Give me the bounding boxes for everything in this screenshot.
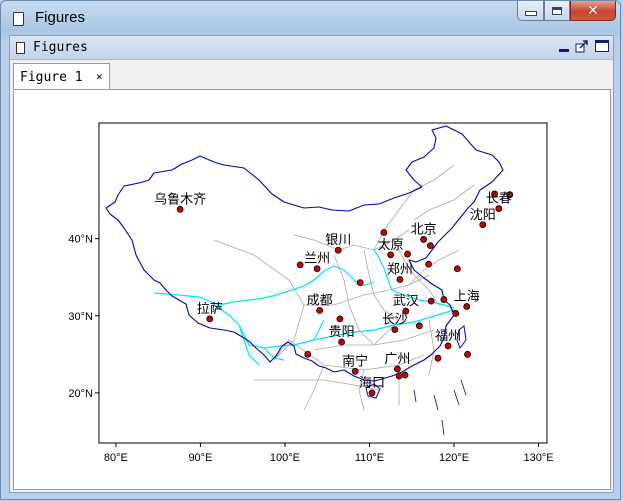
city-marker	[401, 371, 409, 379]
city-marker	[206, 315, 214, 323]
city-label: 拉萨	[197, 302, 223, 317]
window-controls: ✕	[517, 1, 616, 23]
window-title: Figures	[35, 9, 86, 26]
city-marker	[434, 354, 442, 362]
city-label: 兰州	[304, 252, 330, 267]
city-marker	[479, 221, 487, 229]
document-title: Figures	[33, 40, 88, 55]
city-marker	[420, 236, 427, 243]
minimize-button[interactable]	[517, 1, 544, 21]
city-marker	[316, 306, 324, 314]
city-label: 海口	[359, 376, 385, 391]
y-tick-label: 40°N	[68, 234, 93, 246]
city-marker	[404, 250, 411, 258]
city-label: 上海	[454, 290, 480, 305]
city-marker	[391, 326, 399, 334]
city-label: 郑州	[387, 263, 413, 278]
x-axis-ticks: 80°E 90°E 100°E 110°E 120°E 130°E	[104, 443, 554, 464]
x-tick-label: 90°E	[188, 452, 212, 464]
city-marker	[427, 297, 435, 305]
city-label: 南宁	[342, 353, 368, 369]
city-marker	[506, 191, 514, 199]
tab-close-icon[interactable]: ×	[96, 70, 103, 83]
doc-maximize-button[interactable]	[595, 40, 609, 52]
city-marker	[395, 372, 403, 380]
city-marker	[368, 389, 376, 397]
undock-icon[interactable]	[575, 39, 589, 53]
city-marker	[356, 279, 364, 287]
minimize-icon	[524, 11, 537, 16]
city-marker	[453, 265, 461, 273]
document-icon	[13, 12, 24, 26]
city-marker	[425, 260, 433, 268]
city-marker	[351, 367, 359, 375]
city-marker	[440, 296, 448, 303]
city-label: 武汉	[393, 294, 419, 309]
city-label: 沈阳	[470, 208, 496, 223]
city-label: 北京	[411, 222, 437, 237]
city-marker	[338, 338, 345, 346]
city-marker	[396, 276, 404, 283]
doc-minimize-button[interactable]	[559, 48, 569, 52]
city-marker	[313, 265, 321, 273]
city-marker	[387, 251, 395, 259]
maximize-button[interactable]	[544, 1, 570, 21]
x-tick-label: 130°E	[524, 452, 554, 464]
city-marker	[334, 246, 342, 254]
x-tick-label: 110°E	[355, 452, 384, 464]
close-icon: ✕	[587, 2, 599, 19]
south-sea-islands	[413, 379, 467, 436]
client-area: Figures Figure 1 ×	[9, 35, 614, 493]
city-marker	[296, 261, 304, 269]
hainan-island	[365, 383, 381, 399]
maximize-icon	[552, 6, 562, 15]
city-label: 贵阳	[329, 325, 355, 340]
document-tools	[559, 39, 609, 53]
tab-figure-1[interactable]: Figure 1 ×	[13, 63, 110, 91]
city-marker	[380, 229, 388, 236]
title-bar[interactable]: Figures ✕	[1, 1, 620, 35]
y-axis-ticks: 20°N 30°N 40°N	[68, 234, 99, 400]
city-marker	[464, 350, 471, 358]
figure-canvas[interactable]: 80°E 90°E 100°E 110°E 120°E 130°E 20°N 30°N 40°…	[13, 89, 611, 490]
city-label: 广州	[384, 352, 410, 367]
taiwan-island	[456, 325, 467, 350]
close-button[interactable]: ✕	[570, 1, 616, 21]
city-marker	[393, 365, 401, 373]
city-marker	[426, 242, 434, 250]
document-icon	[16, 42, 25, 54]
city-marker	[495, 205, 503, 212]
city-label: 福州	[435, 329, 461, 344]
china-map-figure: 80°E 90°E 100°E 110°E 120°E 130°E 20°N 30°N 40°…	[68, 122, 554, 464]
city-label: 银川	[325, 233, 351, 248]
city-marker	[452, 310, 460, 317]
tab-strip: Figure 1 ×	[10, 60, 613, 91]
city-marker	[304, 350, 312, 358]
x-tick-label: 100°E	[270, 452, 300, 464]
x-tick-label: 80°E	[104, 452, 128, 464]
y-tick-label: 20°N	[68, 388, 93, 400]
national-border	[105, 125, 504, 382]
city-marker	[402, 307, 410, 315]
city-label: 太原	[378, 238, 404, 253]
city-marker	[415, 322, 423, 330]
tab-label: Figure 1	[20, 70, 83, 85]
axes-frame	[98, 122, 548, 444]
y-tick-label: 30°N	[68, 311, 93, 323]
city-marker	[176, 205, 184, 213]
city-points	[176, 190, 514, 397]
city-label: 长沙	[382, 313, 408, 328]
city-marker	[336, 315, 344, 323]
document-bar: Figures	[10, 36, 613, 60]
city-marker	[463, 303, 471, 310]
rivers	[153, 249, 455, 366]
city-label: 长春	[486, 192, 512, 207]
city-marker	[444, 342, 452, 350]
city-label: 乌鲁木齐	[154, 191, 206, 207]
x-tick-label: 120°E	[439, 452, 469, 464]
city-label: 成都	[307, 293, 333, 308]
city-marker	[491, 190, 498, 198]
